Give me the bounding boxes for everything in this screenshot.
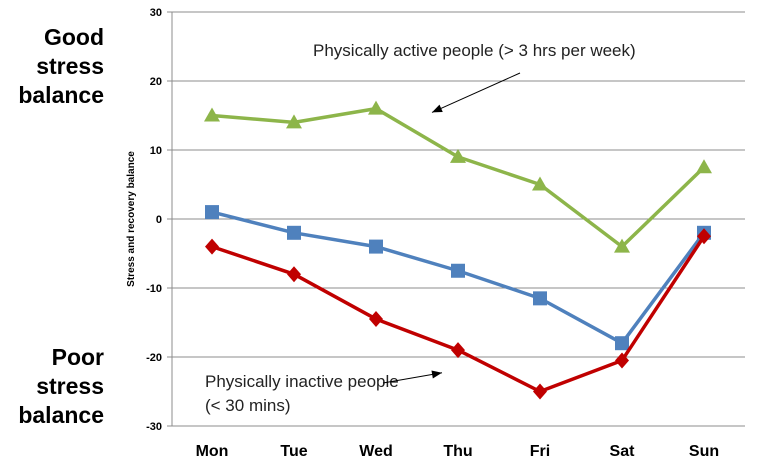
series bbox=[204, 100, 712, 400]
y-tick-label: 10 bbox=[150, 145, 162, 157]
good-stress-balance-label: Good stress balance bbox=[14, 23, 104, 110]
data-point-square bbox=[205, 205, 219, 220]
annotation-active-arrowhead bbox=[432, 104, 443, 113]
x-tick-label-mon: Mon bbox=[196, 443, 229, 460]
data-point-diamond bbox=[287, 266, 301, 283]
annotation-inactive-arrowhead bbox=[431, 370, 442, 379]
x-tick-label-wed: Wed bbox=[359, 443, 392, 460]
y-tick-label: 20 bbox=[150, 76, 162, 88]
y-tick-label: 0 bbox=[156, 214, 162, 226]
poor-label-line-3: balance bbox=[18, 402, 104, 428]
good-label-line-1: Good bbox=[43, 24, 104, 50]
y-axis-title: Stress and recovery balance bbox=[126, 151, 137, 287]
data-point-diamond bbox=[533, 383, 547, 400]
series-line-diamond bbox=[211, 235, 706, 394]
data-point-diamond bbox=[205, 238, 219, 255]
y-tick-label: -30 bbox=[146, 421, 162, 433]
poor-label-line-1: Poor bbox=[51, 344, 104, 370]
poor-label-line-2: stress bbox=[36, 373, 104, 399]
x-tick-label-sun: Sun bbox=[689, 443, 719, 460]
data-point-triangle bbox=[450, 148, 466, 163]
data-point-triangle bbox=[204, 107, 220, 122]
data-point-triangle bbox=[696, 159, 712, 174]
data-point-square bbox=[451, 263, 465, 278]
x-tick-label-thu: Thu bbox=[443, 443, 472, 460]
data-point-triangle bbox=[286, 114, 302, 129]
data-point-square bbox=[369, 239, 383, 254]
x-tick-label-sat: Sat bbox=[610, 443, 636, 460]
data-point-square bbox=[615, 336, 629, 351]
series-line-triangle bbox=[211, 106, 706, 249]
data-point-triangle bbox=[614, 238, 630, 253]
y-tick-label: -10 bbox=[146, 283, 162, 295]
axes: 30 20 10 0 -10 -20 -30 Stress and recovery bala… bbox=[126, 7, 719, 460]
annotation-inactive-text-2: (< 30 mins) bbox=[205, 396, 291, 415]
data-point-triangle bbox=[368, 100, 384, 115]
gridlines bbox=[172, 11, 745, 427]
data-point-diamond bbox=[615, 352, 629, 369]
data-point-square bbox=[533, 291, 547, 306]
data-point-triangle bbox=[532, 176, 548, 191]
good-label-line-3: balance bbox=[18, 82, 104, 108]
annotation-inactive-text-1: Physically inactive people bbox=[205, 372, 399, 391]
good-label-line-2: stress bbox=[36, 53, 104, 79]
y-tick-label: 30 bbox=[150, 7, 162, 19]
y-tick-label: -20 bbox=[146, 352, 162, 364]
poor-stress-balance-label: Poor stress balance bbox=[14, 343, 104, 430]
annotations: Physically active people (> 3 hrs per we… bbox=[205, 41, 636, 415]
annotation-active-text: Physically active people (> 3 hrs per we… bbox=[313, 41, 636, 60]
x-tick-label-tue: Tue bbox=[280, 443, 307, 460]
data-point-diamond bbox=[697, 228, 711, 245]
x-tick-label-fri: Fri bbox=[530, 443, 550, 460]
data-point-square bbox=[287, 225, 301, 240]
data-point-diamond bbox=[451, 342, 465, 359]
annotation-active-arrow bbox=[431, 72, 521, 113]
data-point-diamond bbox=[369, 311, 383, 328]
